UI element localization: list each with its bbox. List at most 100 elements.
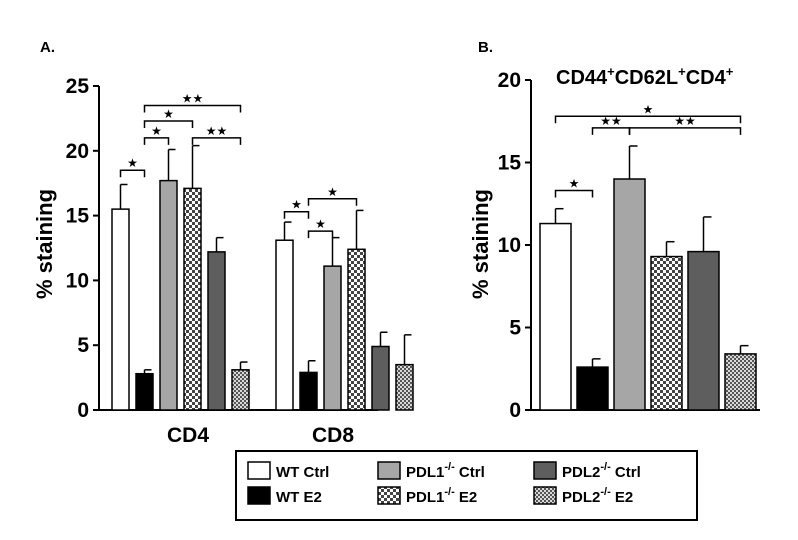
significance-stars: ★ <box>327 185 338 199</box>
bar <box>159 179 178 411</box>
significance-bracket <box>143 120 194 128</box>
bar <box>135 372 154 411</box>
legend-label-sup: -/- <box>600 486 611 498</box>
y-tick-label: 20 <box>498 69 521 92</box>
y-tick-label: 10 <box>498 234 521 257</box>
bar <box>395 363 414 411</box>
bar <box>539 222 572 411</box>
y-tick-label: 25 <box>66 75 90 98</box>
legend-label-sup: -/- <box>444 461 455 473</box>
bar <box>724 353 757 411</box>
legend-label-name: PDL1 <box>406 489 444 506</box>
title-part: CD4 <box>686 67 727 89</box>
significance-bracket <box>143 104 242 113</box>
bar <box>687 250 720 411</box>
bar <box>371 345 390 411</box>
bar <box>183 187 202 411</box>
significance-stars: ★★ <box>206 124 228 138</box>
significance-bracket <box>191 137 242 145</box>
panel-a-category-cd8: CD8 <box>312 424 354 447</box>
legend-label: WT Ctrl <box>276 464 329 481</box>
legend-swatch <box>533 461 557 480</box>
significance-bracket <box>554 115 742 124</box>
significance-stars: ★★ <box>600 114 622 128</box>
panel-b-axes: 0 5 10 15 20 <box>498 69 760 422</box>
significance-bracket <box>307 230 334 239</box>
significance-stars: ★ <box>569 177 580 191</box>
legend-label: WT E2 <box>276 489 322 506</box>
legend-label-name: PDL1 <box>406 464 444 481</box>
significance-stars: ★★ <box>674 114 696 128</box>
y-tick-label: 5 <box>77 334 89 357</box>
legend-label-suffix: E2 <box>455 489 478 506</box>
legend-swatch <box>247 486 271 505</box>
legend-label: PDL2-/- E2 <box>562 486 633 506</box>
legend-label: PDL1-/- E2 <box>406 486 477 506</box>
legend-label-suffix: Ctrl <box>455 464 485 481</box>
significance-stars: ★ <box>315 217 326 231</box>
y-tick-label: 15 <box>66 205 90 228</box>
title-sup: + <box>678 64 686 79</box>
panel-a-bars <box>111 144 414 411</box>
title-part: CD44 <box>556 67 608 89</box>
y-tick-label: 0 <box>509 399 521 422</box>
y-tick-label: 20 <box>66 140 89 163</box>
legend-label-name: WT E2 <box>276 489 322 506</box>
panel-b-significance: ★★★★ ★★ <box>554 102 742 198</box>
legend-swatch <box>377 461 401 480</box>
legend-swatch <box>247 461 271 480</box>
panel-a-y-axis-label: % staining <box>32 189 57 299</box>
panel-b-bars <box>539 145 757 411</box>
panel-a-category-cd4: CD4 <box>167 424 209 447</box>
bar <box>613 178 646 411</box>
significance-stars: ★ <box>163 107 174 121</box>
panel-b-y-axis-label: % staining <box>468 189 493 299</box>
significance-bracket <box>628 127 742 135</box>
bar <box>231 369 250 411</box>
significance-stars: ★ <box>643 102 654 116</box>
panel-a-axes: 0 5 10 15 20 25 <box>66 75 378 422</box>
legend-swatch <box>533 486 557 505</box>
panel-b-title: CD44+CD62L+CD4+ <box>556 64 734 89</box>
y-tick-label: 10 <box>66 269 89 292</box>
significance-bracket <box>554 189 594 198</box>
significance-bracket <box>143 137 170 145</box>
legend-label-name: WT Ctrl <box>276 464 329 481</box>
significance-bracket <box>283 210 310 219</box>
bar <box>323 265 342 411</box>
bar <box>111 208 130 411</box>
y-tick-label: 0 <box>77 399 89 422</box>
significance-bracket <box>591 127 631 135</box>
panel-b-letter: B. <box>478 39 493 56</box>
legend-label-name: PDL2 <box>562 464 600 481</box>
legend-label: PDL1-/- Ctrl <box>406 461 485 481</box>
bar <box>275 239 294 411</box>
legend-label-sup: -/- <box>444 486 455 498</box>
title-part: CD62L <box>615 67 678 89</box>
legend-frame <box>235 450 698 521</box>
legend-label-suffix: Ctrl <box>611 464 641 481</box>
significance-stars: ★ <box>291 198 302 212</box>
bar <box>650 255 683 411</box>
bar <box>347 248 366 411</box>
bar <box>299 371 318 411</box>
bar <box>207 251 226 411</box>
significance-bracket <box>119 169 146 178</box>
legend-label-suffix: E2 <box>611 489 634 506</box>
y-tick-label: 15 <box>498 152 522 175</box>
legend-label-name: PDL2 <box>562 489 600 506</box>
panel-a-letter: A. <box>40 39 55 56</box>
significance-stars: ★★ <box>182 91 204 105</box>
title-sup: + <box>726 64 734 79</box>
legend-label: PDL2-/- Ctrl <box>562 461 641 481</box>
significance-stars: ★ <box>151 124 162 138</box>
significance-bracket <box>307 198 358 206</box>
title-sup: + <box>607 64 615 79</box>
legend-label-sup: -/- <box>600 461 611 473</box>
bar <box>576 366 609 411</box>
significance-stars: ★ <box>127 156 138 170</box>
